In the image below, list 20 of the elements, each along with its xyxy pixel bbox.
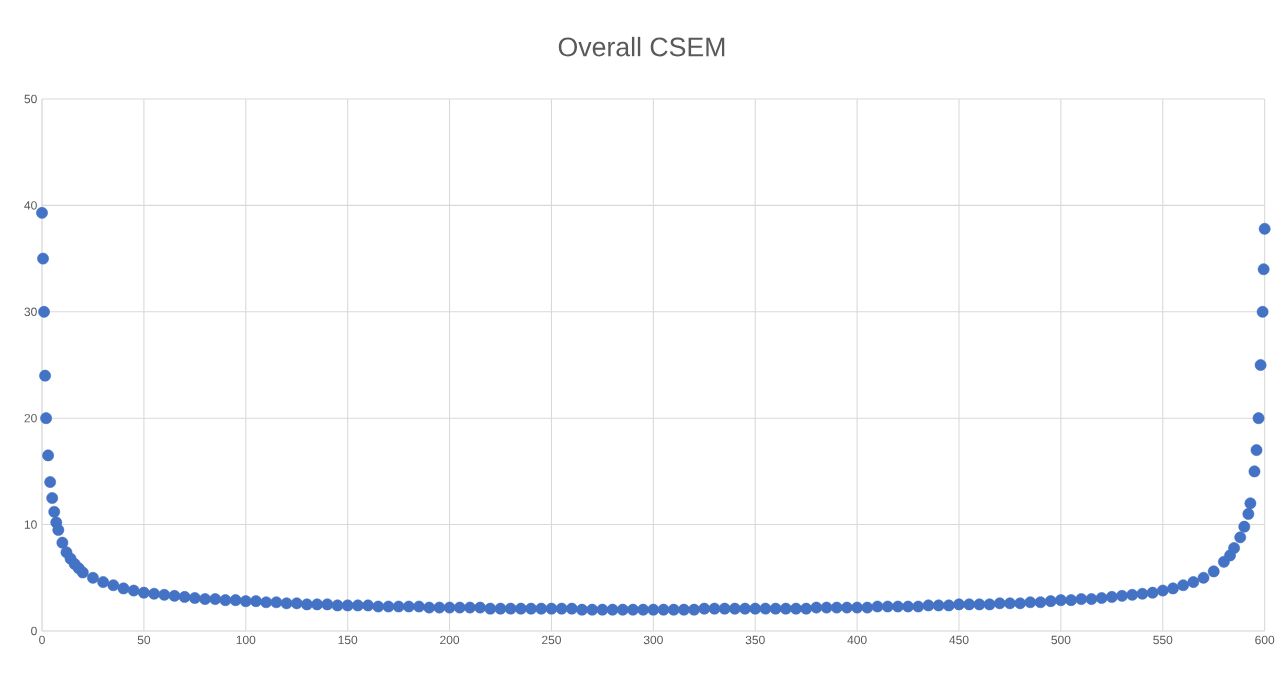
x-tick-label: 50 [137,635,151,645]
x-tick-label: 350 [745,635,765,645]
x-tick-label: 300 [643,635,663,645]
y-tick-label: 0 [31,626,37,636]
x-tick-label: 600 [1255,635,1275,645]
x-tick-label: 400 [847,635,867,645]
x-tick-label: 550 [1153,635,1173,645]
x-tick-label: 0 [39,635,45,645]
y-tick-label: 50 [24,94,37,104]
x-tick-label: 200 [440,635,460,645]
x-tick-label: 500 [1051,635,1071,645]
x-tick-label: 250 [542,635,561,645]
x-tick-label: 100 [236,635,256,645]
y-tick-label: 40 [24,201,37,210]
y-tick-label: 20 [24,413,37,423]
x-tick-label: 450 [949,635,969,645]
x-tick-label: 150 [338,635,358,645]
chart-title: Overall CSEM [558,36,725,57]
y-tick-label: 10 [24,520,37,529]
y-tick-label: 30 [24,307,37,317]
